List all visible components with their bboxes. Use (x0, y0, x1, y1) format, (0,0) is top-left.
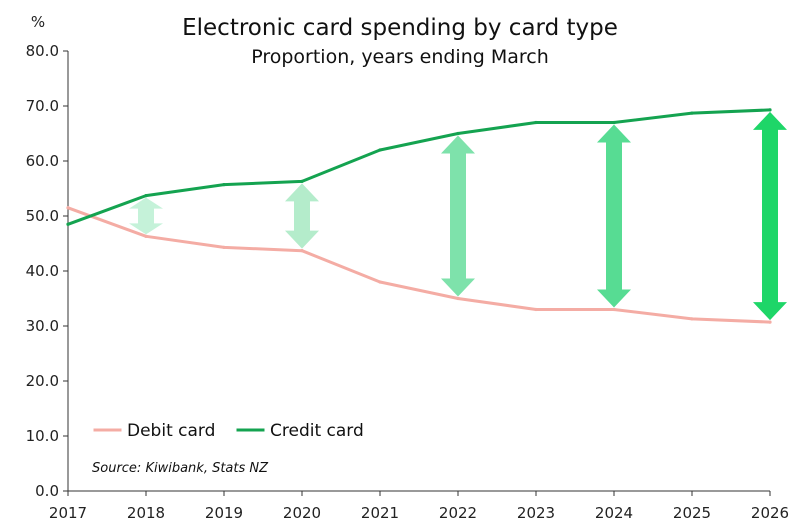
data-point-debit-card (300, 249, 304, 253)
data-point-debit-card (612, 307, 616, 312)
data-point-debit-card (66, 206, 70, 210)
gap-arrow-2022 (441, 135, 475, 297)
data-point-credit-card (690, 111, 694, 115)
x-tick-label: 2019 (205, 504, 243, 522)
x-tick-label: 2020 (283, 504, 321, 522)
data-point-debit-card (378, 280, 382, 284)
chart-subtitle: Proportion, years ending March (251, 46, 549, 68)
legend-label-credit-card: Credit card (270, 421, 364, 441)
x-tick-label: 2025 (673, 504, 711, 522)
gap-arrows (129, 111, 787, 321)
axes (67, 51, 770, 492)
data-point-debit-card (222, 245, 226, 249)
y-tick-label: 30.0 (26, 317, 59, 335)
x-tick-label: 2024 (595, 504, 633, 522)
gap-arrow-2018 (129, 197, 163, 235)
y-axis-unit: % (31, 13, 45, 31)
gap-arrow-2024 (597, 124, 631, 308)
x-tick-label: 2026 (751, 504, 789, 522)
y-axis-ticks: 0.0 10.0 20.0 30.0 40.0 50.0 60.0 70.0 80.0 (26, 42, 68, 500)
y-tick-label: 70.0 (26, 97, 59, 115)
series-lines (66, 108, 772, 324)
series-line-credit-card (66, 108, 772, 226)
source-note: Source: Kiwibank, Stats NZ (92, 461, 269, 476)
data-point-debit-card (534, 307, 538, 312)
y-tick-label: 20.0 (26, 372, 59, 390)
data-point-debit-card (768, 320, 772, 324)
data-point-credit-card (378, 148, 382, 152)
data-point-debit-card (456, 296, 460, 301)
y-tick-label: 40.0 (26, 262, 59, 280)
chart-title: Electronic card spending by card type (182, 15, 618, 41)
y-tick-label: 60.0 (26, 152, 59, 170)
data-point-credit-card (768, 108, 772, 112)
x-tick-label: 2022 (439, 504, 477, 522)
x-axis-ticks: 2017 2018 2019 2020 2021 2022 2023 2024 2025 2026 (49, 491, 789, 522)
data-point-credit-card (456, 131, 460, 136)
x-tick-label: 2023 (517, 504, 555, 522)
x-tick-label: 2018 (127, 504, 165, 522)
data-point-credit-card (144, 194, 148, 198)
data-point-credit-card (222, 183, 226, 187)
data-point-credit-card (300, 179, 304, 183)
data-point-debit-card (690, 317, 694, 321)
y-tick-label: 80.0 (26, 42, 59, 60)
x-tick-label: 2021 (361, 504, 399, 522)
gap-arrow-2020 (285, 183, 319, 249)
data-point-credit-card (534, 120, 538, 125)
series-line-debit-card (66, 206, 772, 324)
data-point-credit-card (66, 222, 70, 226)
gap-arrow-2026 (753, 111, 787, 321)
y-tick-label: 50.0 (26, 207, 59, 225)
legend-label-debit-card: Debit card (127, 421, 215, 441)
data-point-debit-card (144, 234, 148, 238)
y-tick-label: 0.0 (35, 482, 59, 500)
y-tick-label: 10.0 (26, 427, 59, 445)
legend: Debit card Credit card (93, 421, 364, 441)
x-tick-label: 2017 (49, 504, 87, 522)
data-point-credit-card (612, 120, 616, 125)
